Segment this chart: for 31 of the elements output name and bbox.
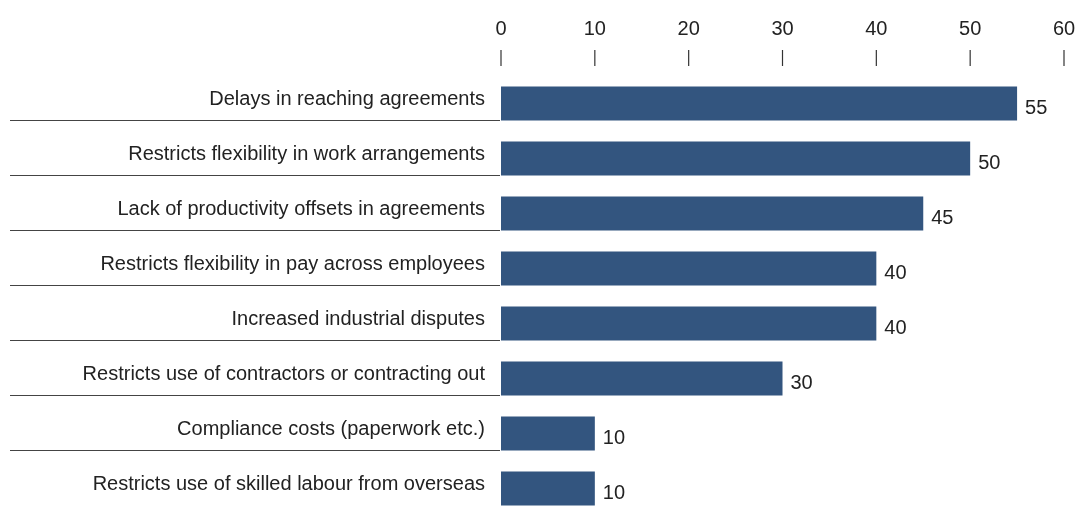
data-label: 45 <box>931 205 954 228</box>
data-label: 10 <box>602 425 626 448</box>
x-tick-label: 30 <box>771 17 794 40</box>
bar <box>501 141 971 176</box>
bar <box>501 306 877 341</box>
data-label: 10 <box>602 480 626 503</box>
y-tick-label: Delays in reaching agreements <box>209 86 485 109</box>
y-tick-label: Restricts flexibility in pay across employees <box>100 251 485 274</box>
data-label: 50 <box>978 150 1001 173</box>
y-tick-label: Compliance costs (paperwork etc.) <box>177 416 485 439</box>
x-tick-label: 20 <box>677 17 700 40</box>
y-tick-label: Increased industrial disputes <box>231 306 485 329</box>
bar <box>501 86 1018 121</box>
y-tick-label: Restricts use of contractors or contracting out <box>82 361 486 384</box>
bar <box>501 251 877 286</box>
y-tick-label: Lack of productivity offsets in agreements <box>117 196 485 219</box>
bar <box>501 416 595 451</box>
bar <box>501 471 595 506</box>
y-tick-label: Restricts flexibility in work arrangements <box>128 141 485 164</box>
x-tick-label: 40 <box>865 17 888 40</box>
x-tick-label: 60 <box>1052 17 1076 40</box>
data-label: 40 <box>884 260 907 283</box>
y-tick-label: Restricts use of skilled labour from overseas <box>92 471 485 494</box>
x-tick-label: 10 <box>583 17 606 40</box>
data-label: 30 <box>790 370 813 393</box>
x-tick-label: 50 <box>959 17 982 40</box>
x-tick-label: 0 <box>495 17 507 40</box>
data-label: 55 <box>1025 95 1048 118</box>
bar <box>501 196 924 231</box>
data-label: 40 <box>884 315 907 338</box>
bar <box>501 361 783 396</box>
